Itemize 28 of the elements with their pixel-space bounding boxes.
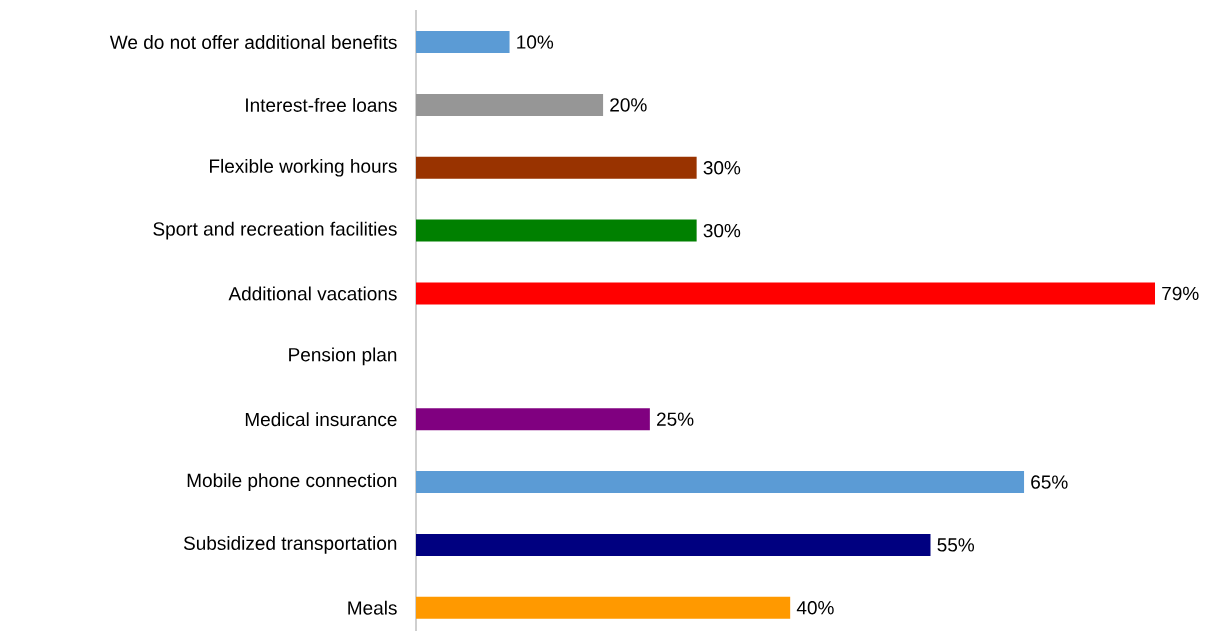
data-label: 30% xyxy=(703,161,741,175)
y-tick-label: Mobile phone connection xyxy=(187,473,397,491)
bar xyxy=(416,93,604,116)
bar xyxy=(416,31,510,54)
data-label: 20% xyxy=(610,98,647,112)
y-tick-label: Additional vacations xyxy=(228,286,397,301)
data-label: 10% xyxy=(517,35,554,49)
bar xyxy=(416,471,1025,494)
data-label: 40% xyxy=(796,601,834,615)
y-tick-label: Subsidized transportation xyxy=(183,536,397,554)
y-tick-label: Flexible working hours xyxy=(210,158,397,177)
y-tick-label: Pension plan xyxy=(289,347,397,366)
bar xyxy=(416,596,791,619)
data-label: 79% xyxy=(1162,286,1199,301)
bar xyxy=(416,408,650,431)
y-tick-label: We do not offer additional benefits xyxy=(109,35,397,50)
bar xyxy=(416,219,697,242)
bar xyxy=(416,533,931,556)
y-tick-label: Meals xyxy=(348,600,397,615)
y-tick-label: Interest-free loans xyxy=(246,97,397,112)
data-label: 65% xyxy=(1031,475,1068,489)
bar xyxy=(416,156,697,179)
bar xyxy=(416,282,1156,305)
data-label: 30% xyxy=(703,223,741,238)
y-tick-label: Sport and recreation facilities xyxy=(153,221,397,240)
data-label: 55% xyxy=(937,538,975,552)
data-label: 25% xyxy=(657,412,694,426)
y-tick-label: Medical insurance xyxy=(245,412,397,427)
